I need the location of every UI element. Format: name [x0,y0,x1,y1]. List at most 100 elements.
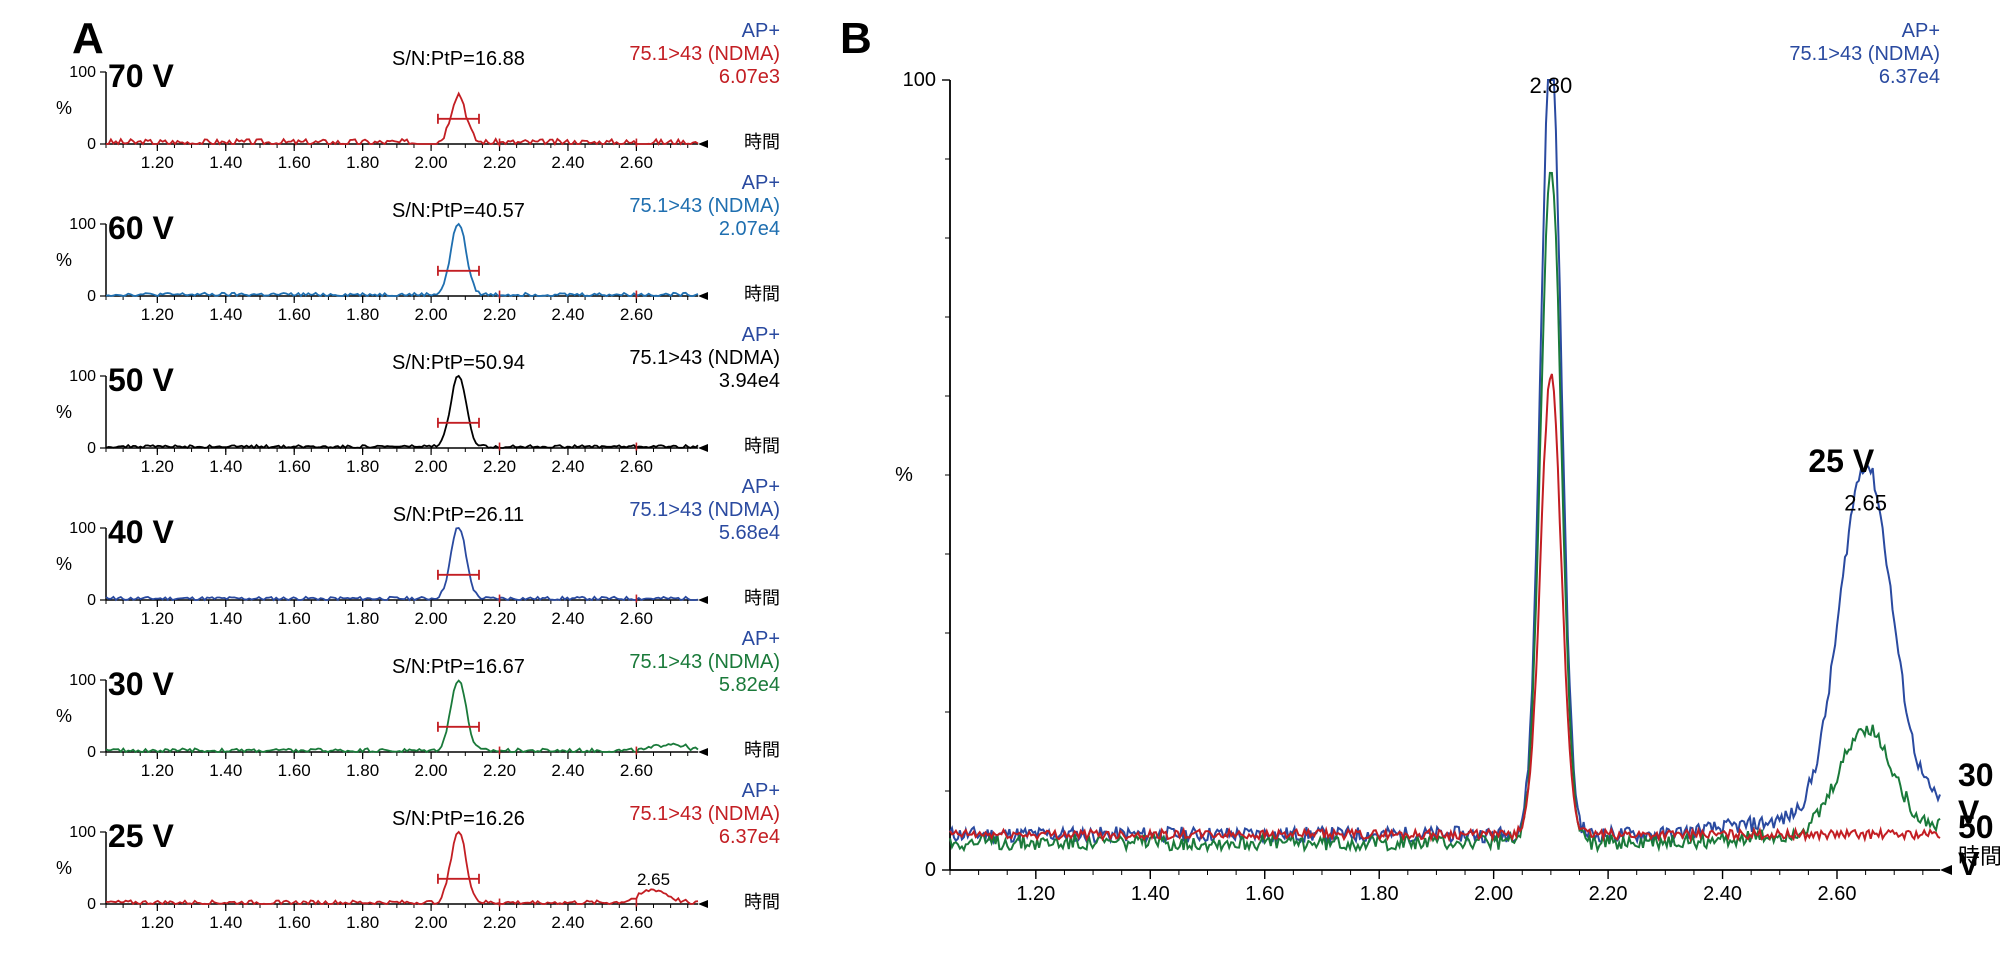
svg-text:2.00: 2.00 [415,609,448,628]
svg-text:2.65: 2.65 [1844,490,1887,515]
series-30v [950,173,1940,850]
svg-text:2.00: 2.00 [415,913,448,932]
svg-text:2.40: 2.40 [551,305,584,324]
svg-text:2.40: 2.40 [551,761,584,780]
chromatogram-svg: 01001.201.401.601.802.002.202.402.60時間2.… [60,780,790,925]
svg-text:2.20: 2.20 [483,305,516,324]
svg-text:1.20: 1.20 [1016,883,1055,905]
svg-text:1.80: 1.80 [346,913,379,932]
svg-text:1.40: 1.40 [209,913,242,932]
chromatogram-svg: 01001.201.401.601.802.002.202.402.60時間 [60,324,790,469]
svg-text:1.60: 1.60 [278,153,311,172]
panel-b: B AP+ 75.1>43 (NDMA) 6.37e4 0100%1.201.4… [830,0,2000,957]
subplot-70v: 70 VS/N:PtP=16.88AP+75.1>43 (NDMA)6.07e3… [60,20,790,165]
svg-text:1.80: 1.80 [346,761,379,780]
svg-text:1.20: 1.20 [141,305,174,324]
svg-text:1.80: 1.80 [346,457,379,476]
svg-text:100: 100 [69,824,96,841]
subplot-30v: 30 VS/N:PtP=16.67AP+75.1>43 (NDMA)5.82e4… [60,628,790,773]
svg-text:1.20: 1.20 [141,913,174,932]
svg-text:2.40: 2.40 [551,153,584,172]
svg-text:1.40: 1.40 [209,305,242,324]
svg-text:1.80: 1.80 [1360,883,1399,905]
svg-text:0: 0 [87,592,96,609]
svg-text:100: 100 [69,672,96,689]
series-25v [950,80,1940,842]
svg-text:2.00: 2.00 [1474,883,1513,905]
svg-text:1.60: 1.60 [278,609,311,628]
svg-text:100: 100 [69,520,96,537]
svg-text:時間: 時間 [744,436,780,456]
svg-text:0: 0 [925,859,936,881]
svg-text:0: 0 [87,288,96,305]
svg-text:2.40: 2.40 [551,457,584,476]
svg-text:1.80: 1.80 [346,153,379,172]
svg-text:1.40: 1.40 [209,609,242,628]
svg-text:2.20: 2.20 [1589,883,1628,905]
svg-text:100: 100 [69,216,96,233]
svg-text:2.40: 2.40 [551,609,584,628]
svg-text:2.20: 2.20 [483,457,516,476]
svg-text:1.20: 1.20 [141,761,174,780]
peak-main-label: 2.80 [1529,73,1572,98]
svg-text:1.60: 1.60 [1245,883,1284,905]
subplot-60v: 60 VS/N:PtP=40.57AP+75.1>43 (NDMA)2.07e4… [60,172,790,317]
svg-text:1.80: 1.80 [346,305,379,324]
svg-text:時間: 時間 [744,588,780,608]
svg-text:2.00: 2.00 [415,761,448,780]
panel-a: A 70 VS/N:PtP=16.88AP+75.1>43 (NDMA)6.07… [0,0,830,957]
svg-text:1.60: 1.60 [278,305,311,324]
svg-text:0: 0 [87,440,96,457]
svg-text:2.00: 2.00 [415,153,448,172]
svg-text:2.20: 2.20 [483,153,516,172]
svg-text:100: 100 [69,64,96,81]
svg-text:2.60: 2.60 [620,609,653,628]
svg-text:2.60: 2.60 [620,913,653,932]
svg-text:2.60: 2.60 [620,153,653,172]
svg-text:1.20: 1.20 [141,609,174,628]
svg-text:1.60: 1.60 [278,761,311,780]
svg-text:2.40: 2.40 [551,913,584,932]
svg-text:%: % [895,464,913,486]
svg-text:2.60: 2.60 [620,457,653,476]
svg-text:1.20: 1.20 [141,457,174,476]
chromatogram-svg: 01001.201.401.601.802.002.202.402.60時間 [60,628,790,773]
svg-text:1.40: 1.40 [209,761,242,780]
svg-text:1.40: 1.40 [209,457,242,476]
svg-text:0: 0 [87,896,96,913]
svg-text:0: 0 [87,744,96,761]
svg-text:時間: 時間 [744,132,780,152]
subplot-40v: 40 VS/N:PtP=26.11AP+75.1>43 (NDMA)5.68e4… [60,476,790,621]
svg-text:100: 100 [903,69,936,91]
svg-text:2.60: 2.60 [620,761,653,780]
svg-text:時間: 時間 [744,284,780,304]
series-50v [950,374,1940,839]
subplot-50v: 50 VS/N:PtP=50.94AP+75.1>43 (NDMA)3.94e4… [60,324,790,469]
svg-text:時間: 時間 [744,892,780,912]
svg-text:2.20: 2.20 [483,913,516,932]
svg-text:1.60: 1.60 [278,913,311,932]
series-label-25v: 25 V [1808,443,1874,480]
svg-text:2.00: 2.00 [415,457,448,476]
subplot-25v: 25 VS/N:PtP=16.26AP+75.1>43 (NDMA)6.37e4… [60,780,790,925]
svg-text:1.40: 1.40 [209,153,242,172]
chromatogram-svg: 01001.201.401.601.802.002.202.402.60時間 [60,20,790,165]
svg-text:1.40: 1.40 [1131,883,1170,905]
svg-text:2.20: 2.20 [483,609,516,628]
svg-text:2.40: 2.40 [1703,883,1742,905]
svg-text:100: 100 [69,368,96,385]
series-label-50v: 50 V [1958,809,2000,883]
svg-text:1.60: 1.60 [278,457,311,476]
svg-text:1.80: 1.80 [346,609,379,628]
svg-text:2.65: 2.65 [637,870,670,889]
svg-text:2.00: 2.00 [415,305,448,324]
svg-text:0: 0 [87,136,96,153]
chromatogram-svg: 01001.201.401.601.802.002.202.402.60時間 [60,476,790,621]
svg-text:1.20: 1.20 [141,153,174,172]
svg-text:時間: 時間 [744,740,780,760]
svg-text:2.60: 2.60 [1818,883,1857,905]
figure-root: A 70 VS/N:PtP=16.88AP+75.1>43 (NDMA)6.07… [0,0,2000,957]
svg-text:2.60: 2.60 [620,305,653,324]
svg-text:2.20: 2.20 [483,761,516,780]
chromatogram-svg: 01001.201.401.601.802.002.202.402.60時間 [60,172,790,317]
